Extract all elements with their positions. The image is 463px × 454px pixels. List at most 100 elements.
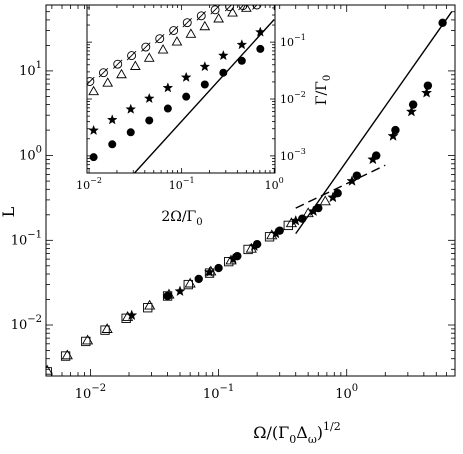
main-x-label-sub1: 0 (289, 433, 296, 446)
inset-point-open-circle-cross-ring (252, 5, 262, 10)
inset-y-tick-exp: −2 (294, 90, 306, 99)
inset-point-filled-circle (145, 116, 154, 125)
main-point-star (203, 266, 216, 277)
inset-point-filled-circle (219, 68, 228, 77)
main-dashed-line (295, 164, 386, 209)
inset-x-axis-label: 2Ω/Γ0 (161, 209, 202, 228)
inset-point-star (125, 103, 137, 114)
main-point-star (174, 285, 186, 297)
main-x-tick-base: 10 (203, 387, 220, 402)
main-x-tick-label: 100 (335, 383, 358, 402)
inset-point-open-circle-cross-cross (141, 42, 151, 52)
inset-point-star (162, 82, 174, 93)
inset-point-triangle (143, 52, 155, 62)
inset-x-tick-label: 10−1 (169, 176, 195, 192)
inset-point-star (199, 61, 211, 72)
main-point-star (421, 87, 433, 98)
main-x-tick-label: 10−1 (203, 383, 234, 402)
main-point-triangle (144, 299, 156, 310)
inset-point-open-circle-cross (98, 68, 109, 78)
inset-point-open-circle-cross (87, 76, 95, 86)
inset-point-triangle (88, 85, 99, 96)
inset-y-tick-base: 10 (280, 36, 294, 49)
inset-point-filled-circle (126, 128, 135, 137)
main-point-filled-circle (408, 100, 418, 109)
main-point-square (283, 220, 293, 231)
inset-x-tick-exp: −1 (183, 176, 195, 185)
inset-point-open-circle-cross-cross (238, 5, 245, 11)
main-point-filled-circle (194, 274, 203, 284)
inset-point-filled-circle (182, 92, 191, 101)
inset-point-open-circle-cross-cross (98, 68, 109, 78)
main-y-tick-base: 10 (11, 233, 28, 248)
main-point-filled-circle (333, 188, 342, 198)
inset-point-open-circle-cross-cross (210, 5, 220, 15)
main-point-triangle (302, 207, 314, 218)
main-x-tick-label: 10−2 (75, 383, 106, 402)
inset-point-star (218, 50, 229, 61)
inset-point-open-circle-cross-cross (126, 50, 137, 61)
main-point-filled-circle (372, 151, 381, 160)
main-point-filled-circle (275, 226, 284, 235)
main-point-filled-circle (163, 291, 172, 301)
inset-point-open-circle-cross-ring (169, 26, 179, 35)
inset-x-tick-base: 10 (265, 179, 279, 192)
inset-point-open-circle-cross-cross (182, 17, 192, 28)
inset-point-star (88, 124, 99, 135)
main-point-triangle (81, 334, 94, 345)
inset-point-open-circle-cross (113, 59, 123, 69)
inset-point-open-circle-cross-cross (224, 5, 232, 12)
inset-y-label-sub: 0 (322, 75, 333, 81)
main-point-star (405, 105, 417, 117)
main-point-triangle (46, 364, 53, 375)
inset-point-open-circle-cross-ring (141, 42, 151, 52)
inset-point-star (180, 71, 192, 82)
main-y-tick-base: 10 (19, 149, 36, 164)
inset-y-tick-exp: −1 (294, 33, 306, 42)
main-series-filled-circle (163, 18, 447, 301)
inset-y-tick-base: 10 (280, 93, 294, 106)
main-point-filled-circle (352, 171, 362, 180)
inset-point-open-circle-cross-ring (210, 5, 220, 15)
inset-point-star (143, 92, 155, 104)
main-point-square (81, 336, 91, 347)
main-point-square (60, 351, 71, 361)
main-y-tick-label: 100 (19, 145, 42, 164)
inset-point-triangle (185, 28, 197, 38)
main-y-tick-base: 10 (19, 64, 36, 79)
inset-point-star (106, 114, 118, 125)
inset-point-filled-circle (163, 104, 172, 113)
main-point-square (46, 367, 52, 376)
main-y-tick-label: 10−2 (11, 314, 42, 333)
inset-series-filled-circle (89, 44, 265, 162)
inset-y-tick-label: 10−2 (280, 90, 306, 106)
main-x-label-base: Ω/(Γ (253, 423, 289, 442)
inset-point-filled-circle (237, 56, 246, 65)
main-point-square (183, 279, 193, 290)
inset-x-tick-exp: −2 (90, 176, 102, 185)
main-point-star (387, 130, 399, 141)
main-point-filled-circle (438, 18, 447, 27)
main-point-filled-circle (314, 203, 323, 213)
inset-series-star (88, 26, 266, 135)
inset-point-triangle (129, 60, 141, 70)
inset-point-filled-circle (108, 140, 117, 149)
inset-y-tick-label: 10−3 (280, 147, 306, 163)
main-lines (295, 11, 453, 235)
inset-point-open-circle-cross-ring (113, 59, 123, 69)
inset-series-triangle (88, 5, 252, 96)
inset-point-triangle (240, 5, 252, 12)
inset-y-label-base: Γ/Γ (314, 81, 330, 105)
main-x-tick-base: 10 (75, 387, 92, 402)
main-point-triangle (319, 195, 331, 206)
inset-point-filled-circle (89, 153, 98, 162)
main-x-label-sub2: ω (308, 433, 317, 446)
inset-point-filled-circle (200, 80, 209, 89)
inset-point-triangle (213, 13, 225, 23)
main-y-tick-exp: −1 (27, 229, 42, 240)
main-x-tick-exp: 0 (352, 383, 358, 394)
inset-solid-line (134, 19, 275, 173)
inset-point-triangle (171, 36, 183, 46)
